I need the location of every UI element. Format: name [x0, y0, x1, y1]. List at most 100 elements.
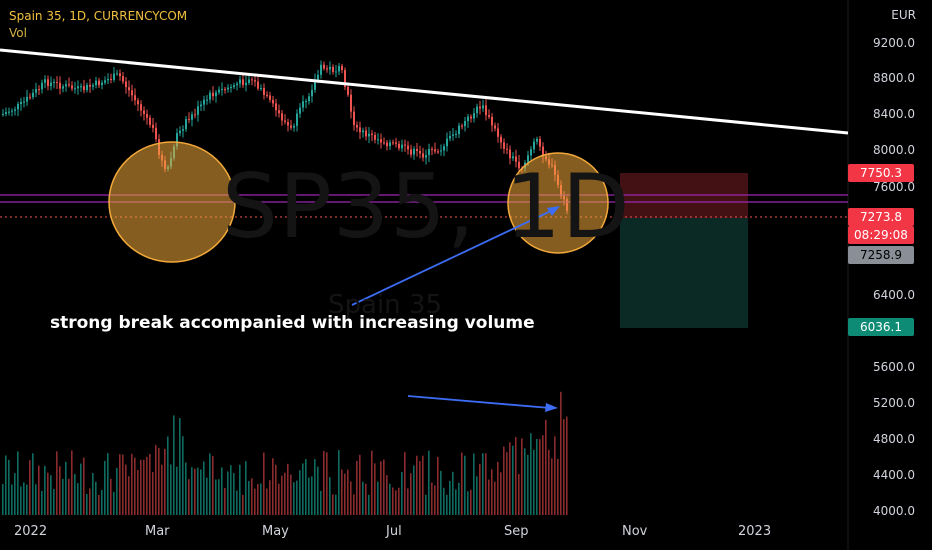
volume-bar: [62, 478, 64, 515]
currency-label: EUR: [891, 8, 916, 22]
volume-bar: [152, 472, 154, 515]
volume-bar: [359, 454, 361, 515]
volume-bar: [41, 490, 43, 515]
candle-body: [5, 112, 7, 114]
candle-body: [467, 116, 469, 122]
volume-bar: [200, 469, 202, 515]
candle-body: [200, 104, 202, 107]
candle-body: [104, 80, 106, 83]
volume-bar: [77, 483, 79, 515]
volume-bar: [425, 494, 427, 515]
volume-bar: [311, 476, 313, 515]
volume-bar: [23, 482, 25, 515]
volume-bar: [329, 477, 331, 515]
volume-bar: [518, 473, 520, 515]
september-highlight-circle: [507, 152, 609, 254]
candle-body: [2, 113, 4, 115]
price-tick: 8800.0: [873, 71, 915, 85]
candle-body: [542, 146, 544, 157]
volume-bar: [185, 462, 187, 515]
volume-bar: [401, 472, 403, 515]
volume-bar: [164, 448, 166, 515]
candle-body: [329, 66, 331, 70]
volume-bar: [38, 465, 40, 515]
candle-body: [500, 136, 502, 143]
candle-body: [59, 82, 61, 89]
break-arrow: [351, 209, 554, 306]
volume-bar: [239, 464, 241, 515]
volume-arrow: [407, 395, 551, 409]
candle-body: [218, 89, 220, 93]
volume-bar: [251, 478, 253, 515]
volume-bar: [398, 487, 400, 515]
candle-body: [485, 105, 487, 116]
volume-bar: [269, 480, 271, 515]
candle-body: [512, 156, 514, 159]
candle-body: [53, 81, 55, 83]
candle-body: [404, 144, 406, 146]
volume-bar: [458, 482, 460, 515]
volume-bar: [107, 453, 109, 515]
candle-body: [224, 89, 226, 91]
candle-body: [344, 70, 346, 87]
volume-bar: [479, 463, 481, 515]
candle-body: [23, 101, 25, 103]
candle-body: [146, 114, 148, 118]
candle-body: [347, 86, 349, 95]
symbol-watermark: SP35, 1D: [222, 155, 631, 258]
candle-body: [11, 110, 13, 112]
volume-bar: [434, 485, 436, 515]
candle-body: [455, 133, 457, 135]
volume-bar: [272, 458, 274, 515]
price-tick: 9200.0: [873, 36, 915, 50]
candle-body: [431, 148, 433, 150]
volume-indicator-label[interactable]: Vol: [9, 26, 27, 40]
volume-bar: [20, 486, 22, 515]
volume-bar: [446, 494, 448, 515]
candle-body: [131, 90, 133, 96]
volume-bar: [83, 457, 85, 515]
candle-body: [473, 113, 475, 119]
candle-body: [47, 79, 49, 87]
bar-countdown: 08:29:08: [848, 226, 914, 244]
candle-body: [32, 92, 34, 98]
candle-body: [320, 64, 322, 75]
price-tick: 8400.0: [873, 107, 915, 121]
candle-body: [155, 127, 157, 140]
candle-body: [8, 111, 10, 113]
volume-bar: [566, 416, 568, 515]
volume-bar: [227, 471, 229, 515]
volume-bar: [32, 453, 34, 515]
symbol-title[interactable]: Spain 35, 1D, CURRENCYCOM: [9, 9, 188, 23]
candle-body: [95, 80, 97, 86]
volume-bar: [194, 468, 196, 515]
volume-bar: [275, 464, 277, 515]
candle-body: [488, 115, 490, 117]
candle-body: [212, 92, 214, 97]
candle-body: [89, 84, 91, 87]
candle-body: [494, 125, 496, 129]
volume-bar: [419, 461, 421, 515]
march-highlight-circle: [108, 141, 236, 263]
volume-bar: [524, 448, 526, 515]
candle-body: [374, 134, 376, 140]
volume-bar: [443, 487, 445, 515]
volume-bar: [503, 446, 505, 515]
volume-bar: [122, 454, 124, 515]
candle-body: [137, 100, 139, 105]
candle-body: [185, 119, 187, 130]
candle-body: [287, 121, 289, 126]
price-tick: 6400.0: [873, 288, 915, 302]
time-label: 2023: [738, 524, 772, 539]
current-price-badge: 7273.8: [848, 208, 914, 226]
volume-bar: [263, 452, 265, 515]
candle-body: [38, 89, 40, 91]
volume-bar: [35, 484, 37, 515]
candle-body: [308, 96, 310, 102]
volume-bar: [350, 481, 352, 515]
price-tick: 4800.0: [873, 432, 915, 446]
volume-arrow-head: [545, 403, 558, 412]
candle-body: [515, 156, 517, 162]
candle-body: [227, 87, 229, 90]
